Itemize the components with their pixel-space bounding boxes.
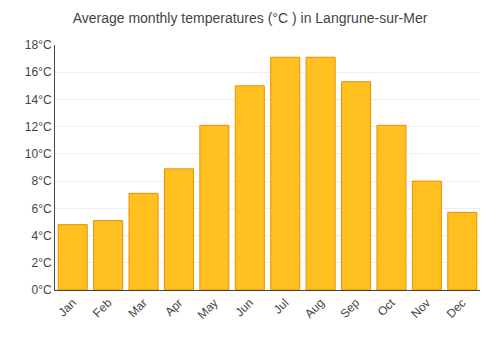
svg-text:0°C: 0°C [31, 283, 51, 297]
svg-text:Aug: Aug [302, 296, 327, 321]
svg-text:Average monthly temperatures (: Average monthly temperatures (°C ) in La… [73, 10, 428, 26]
svg-text:16°C: 16°C [25, 65, 52, 79]
svg-text:Mar: Mar [125, 296, 150, 321]
svg-text:May: May [195, 296, 221, 322]
svg-text:Sep: Sep [337, 296, 362, 321]
svg-text:Jul: Jul [271, 296, 292, 317]
svg-text:Jun: Jun [233, 296, 257, 320]
svg-text:6°C: 6°C [31, 202, 51, 216]
svg-text:Jan: Jan [55, 296, 79, 320]
svg-text:Dec: Dec [444, 296, 469, 321]
svg-text:Feb: Feb [90, 296, 115, 321]
svg-text:10°C: 10°C [25, 147, 52, 161]
svg-text:2°C: 2°C [31, 256, 51, 270]
svg-text:8°C: 8°C [31, 174, 51, 188]
svg-text:12°C: 12°C [25, 120, 52, 134]
svg-text:Oct: Oct [375, 295, 399, 319]
svg-text:4°C: 4°C [31, 229, 51, 243]
svg-text:18°C: 18°C [25, 38, 52, 52]
svg-text:Nov: Nov [408, 296, 433, 321]
svg-text:Apr: Apr [162, 296, 185, 319]
svg-text:14°C: 14°C [25, 93, 52, 107]
